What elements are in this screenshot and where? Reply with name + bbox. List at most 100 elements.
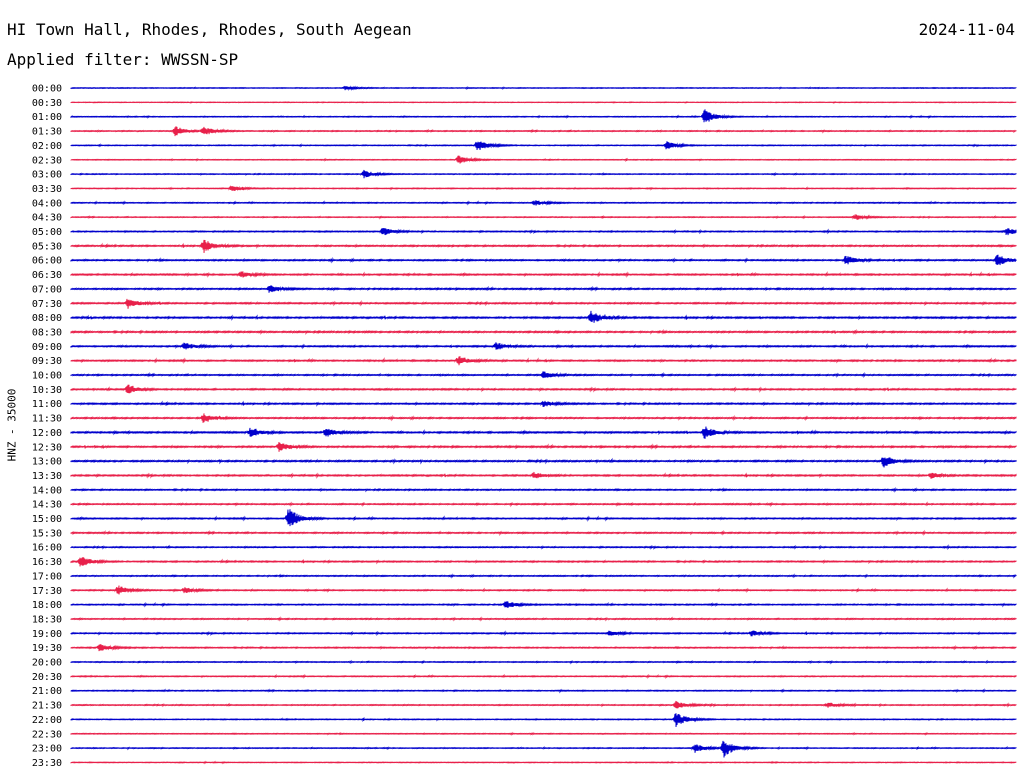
trace-line xyxy=(70,239,1017,253)
filter-label: Applied filter: WWSSN-SP xyxy=(7,50,239,69)
row-label: 02:00 xyxy=(32,141,62,152)
row-label: 20:30 xyxy=(32,672,62,683)
row-label: 04:00 xyxy=(32,198,62,209)
row-label: 18:00 xyxy=(32,600,62,611)
row-label: 22:00 xyxy=(32,715,62,726)
trace-line xyxy=(70,486,1017,493)
trace-line xyxy=(70,713,1017,727)
row-label: 09:00 xyxy=(32,342,62,353)
trace-line xyxy=(70,544,1017,550)
trace-line xyxy=(70,384,1017,394)
row-label: 23:00 xyxy=(32,744,62,755)
trace-line xyxy=(70,169,1017,179)
row-label: 02:30 xyxy=(32,155,62,166)
row-label: 20:00 xyxy=(32,658,62,669)
trace-line xyxy=(70,457,1017,468)
trace-line xyxy=(70,298,1017,309)
row-label: 10:00 xyxy=(32,371,62,382)
station-title: HI Town Hall, Rhodes, Rhodes, South Aege… xyxy=(7,20,412,39)
trace-line xyxy=(70,688,1017,694)
trace-line xyxy=(70,644,1017,652)
row-label: 10:30 xyxy=(32,385,62,396)
trace-line xyxy=(70,616,1017,622)
trace-line xyxy=(70,509,1017,527)
row-label: 19:30 xyxy=(32,643,62,654)
row-labels: 00:00 00:30 01:00 01:30 02:00 02:30 03:00 03:30… xyxy=(32,84,62,769)
row-label: 21:30 xyxy=(32,701,62,712)
trace-line xyxy=(70,731,1017,736)
trace-line xyxy=(70,185,1017,192)
row-label: 01:30 xyxy=(32,127,62,138)
row-label: 00:00 xyxy=(32,84,62,95)
row-label: 08:00 xyxy=(32,313,62,324)
trace-line xyxy=(70,700,1017,709)
row-label: 06:30 xyxy=(32,270,62,281)
row-label: 06:00 xyxy=(32,256,62,267)
trace-line xyxy=(70,659,1017,665)
row-label: 21:00 xyxy=(32,686,62,697)
row-label: 03:30 xyxy=(32,184,62,195)
trace-line xyxy=(70,413,1017,423)
trace-line xyxy=(70,442,1017,452)
row-label: 03:00 xyxy=(32,170,62,181)
trace-line xyxy=(70,356,1017,366)
trace-line xyxy=(70,573,1017,579)
row-label: 18:30 xyxy=(32,614,62,625)
trace-line xyxy=(70,155,1017,164)
row-label: 12:30 xyxy=(32,442,62,453)
trace-line xyxy=(70,426,1017,439)
trace-line xyxy=(70,328,1017,336)
row-label: 22:30 xyxy=(32,729,62,740)
trace-line xyxy=(70,400,1017,407)
row-label: 17:30 xyxy=(32,586,62,597)
row-label: 08:30 xyxy=(32,327,62,338)
row-label: 19:00 xyxy=(32,629,62,640)
trace-line xyxy=(70,371,1017,379)
row-label: 09:30 xyxy=(32,356,62,367)
trace-line xyxy=(70,740,1017,758)
trace-line xyxy=(70,310,1017,323)
trace-line xyxy=(70,109,1017,123)
row-label: 05:00 xyxy=(32,227,62,238)
trace-line xyxy=(70,585,1017,595)
trace-line xyxy=(70,126,1017,137)
row-label: 05:30 xyxy=(32,241,62,252)
trace-line xyxy=(70,254,1017,266)
trace-line xyxy=(70,760,1017,765)
row-label: 14:00 xyxy=(32,485,62,496)
trace-line xyxy=(70,285,1017,293)
row-label: 16:00 xyxy=(32,543,62,554)
row-label: 14:30 xyxy=(32,500,62,511)
row-label: 13:30 xyxy=(32,471,62,482)
row-label: 23:30 xyxy=(32,758,62,769)
trace-line xyxy=(70,501,1017,508)
row-label: 11:30 xyxy=(32,414,62,425)
row-label: 07:30 xyxy=(32,299,62,310)
row-label: 01:00 xyxy=(32,112,62,123)
trace-line xyxy=(70,200,1017,206)
row-label: 16:30 xyxy=(32,557,62,568)
row-label: 13:00 xyxy=(32,457,62,468)
row-label: 07:00 xyxy=(32,284,62,295)
trace-line xyxy=(70,271,1017,278)
row-label: 04:30 xyxy=(32,213,62,224)
trace-line xyxy=(70,85,1017,92)
trace-line xyxy=(70,141,1017,151)
row-label: 17:00 xyxy=(32,571,62,582)
seismic-traces xyxy=(70,85,1017,765)
trace-line xyxy=(70,228,1017,236)
trace-line xyxy=(70,471,1017,479)
trace-line xyxy=(70,101,1017,104)
trace-line xyxy=(70,630,1017,637)
row-label: 00:30 xyxy=(32,98,62,109)
trace-line xyxy=(70,529,1017,537)
row-label: 12:00 xyxy=(32,428,62,439)
row-label: 15:00 xyxy=(32,514,62,525)
row-label: 15:30 xyxy=(32,528,62,539)
trace-line xyxy=(70,214,1017,220)
date-label: 2024-11-04 xyxy=(918,20,1015,39)
trace-line xyxy=(70,556,1017,567)
trace-line xyxy=(70,342,1017,350)
trace-line xyxy=(70,673,1017,679)
